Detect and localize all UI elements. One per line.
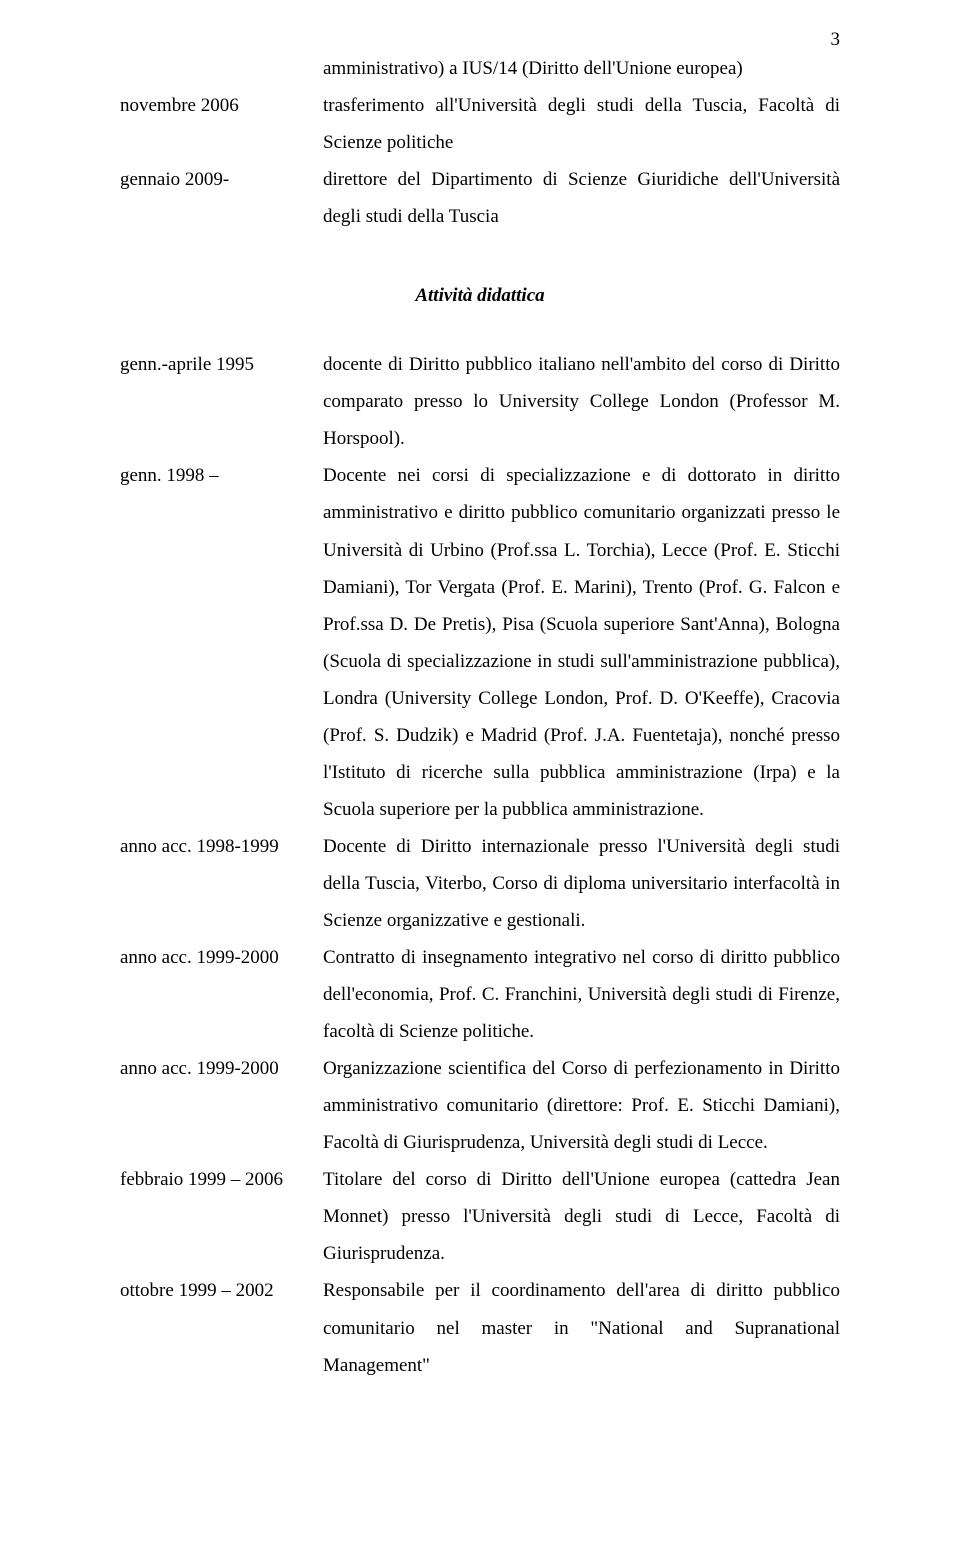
- cv-row: genn.-aprile 1995 docente di Diritto pub…: [120, 346, 840, 457]
- cv-row-label: novembre 2006: [120, 87, 323, 124]
- cv-row-text: trasferimento all'Università degli studi…: [323, 87, 840, 161]
- cv-row-text: Docente di Diritto internazionale presso…: [323, 828, 840, 939]
- cv-row: genn. 1998 – Docente nei corsi di specia…: [120, 457, 840, 827]
- cv-row-label: genn. 1998 –: [120, 457, 323, 494]
- cv-row-text: Titolare del corso di Diritto dell'Union…: [323, 1161, 840, 1272]
- cv-row-label: gennaio 2009-: [120, 161, 323, 198]
- page-number: 3: [831, 30, 841, 49]
- cv-row-label: febbraio 1999 – 2006: [120, 1161, 323, 1198]
- cv-row-label: anno acc. 1999-2000: [120, 1050, 323, 1087]
- cv-row-label: anno acc. 1999-2000: [120, 939, 323, 976]
- intro-text: amministrativo) a IUS/14 (Diritto dell'U…: [323, 50, 840, 87]
- cv-row-text: Responsabile per il coordinamento dell'a…: [323, 1272, 840, 1383]
- cv-row: novembre 2006 trasferimento all'Universi…: [120, 87, 840, 161]
- section-heading: Attività didattica: [120, 277, 840, 314]
- cv-row: gennaio 2009- direttore del Dipartimento…: [120, 161, 840, 235]
- cv-row-text: docente di Diritto pubblico italiano nel…: [323, 346, 840, 457]
- cv-row-text: Contratto di insegnamento integrativo ne…: [323, 939, 840, 1050]
- cv-row-text: direttore del Dipartimento di Scienze Gi…: [323, 161, 840, 235]
- intro-row: amministrativo) a IUS/14 (Diritto dell'U…: [120, 50, 840, 87]
- cv-row-text: Docente nei corsi di specializzazione e …: [323, 457, 840, 827]
- cv-row: anno acc. 1998-1999 Docente di Diritto i…: [120, 828, 840, 939]
- cv-row-label: anno acc. 1998-1999: [120, 828, 323, 865]
- cv-row-label: genn.-aprile 1995: [120, 346, 323, 383]
- cv-row: anno acc. 1999-2000 Organizzazione scien…: [120, 1050, 840, 1161]
- cv-row: ottobre 1999 – 2002 Responsabile per il …: [120, 1272, 840, 1383]
- page: 3 amministrativo) a IUS/14 (Diritto dell…: [0, 0, 960, 1543]
- cv-row-label: ottobre 1999 – 2002: [120, 1272, 323, 1309]
- cv-row-text: Organizzazione scientifica del Corso di …: [323, 1050, 840, 1161]
- cv-row: anno acc. 1999-2000 Contratto di insegna…: [120, 939, 840, 1050]
- cv-row: febbraio 1999 – 2006 Titolare del corso …: [120, 1161, 840, 1272]
